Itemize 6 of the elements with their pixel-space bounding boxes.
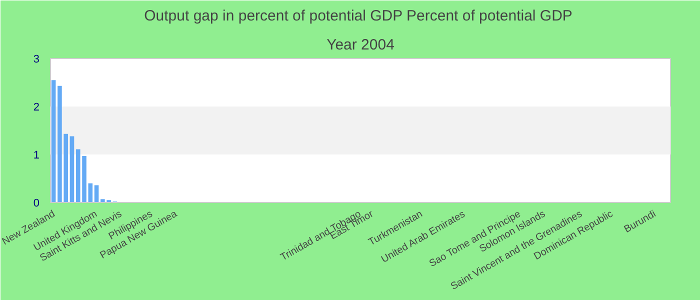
y-tick-label: 1 [33, 150, 40, 162]
chart-title: Output gap in percent of potential GDP Percent of potential GDP [144, 8, 572, 24]
y-tick-label: 0 [33, 198, 40, 210]
y-tick-label: 3 [33, 54, 40, 66]
y-tick-label: 2 [33, 102, 40, 114]
chart-subtitle: Year 2004 [326, 36, 394, 54]
